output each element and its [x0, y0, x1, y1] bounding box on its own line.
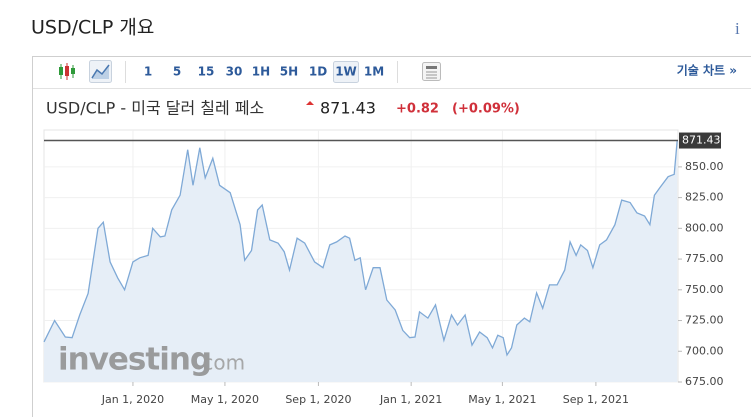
- technical-chart-link[interactable]: 기술 차트 »: [677, 63, 737, 78]
- y-tick-label: 825.00: [685, 191, 724, 204]
- y-tick-label: 850.00: [685, 160, 724, 173]
- y-tick-label: 750.00: [685, 283, 724, 296]
- interval-button[interactable]: 5H: [280, 65, 298, 79]
- price-arrow: [306, 101, 314, 105]
- last-price-tag: [679, 132, 721, 149]
- interval-selected-box: [333, 61, 359, 83]
- x-tick-label: Jan 1, 2021: [379, 393, 442, 406]
- price-line: [43, 140, 678, 357]
- interval-button[interactable]: 5: [173, 65, 181, 79]
- interval-button[interactable]: 1D: [309, 65, 327, 79]
- settings-icon[interactable]: [422, 62, 441, 81]
- y-tick-label: 800.00: [685, 221, 724, 234]
- candle-icon[interactable]: [59, 63, 75, 80]
- y-tick-label: 700.00: [685, 344, 724, 357]
- quote-price: 871.43: [320, 99, 376, 118]
- last-price-label: 871.43: [682, 134, 721, 147]
- plot: 675.00 700.00 725.00 750.00 775.00 800.00 825.…: [43, 129, 724, 406]
- page-title: USD/CLP 개요: [31, 17, 154, 39]
- interval-button[interactable]: 1W: [335, 65, 357, 79]
- x-tick-label: May 1, 2021: [468, 393, 536, 406]
- y-tick-label: 725.00: [685, 314, 724, 327]
- area-icon[interactable]: [89, 60, 112, 83]
- info-icon[interactable]: i: [735, 19, 740, 38]
- quote-name: USD/CLP - 미국 달러 칠레 페소: [46, 99, 264, 118]
- x-tick-label: May 1, 2020: [191, 393, 259, 406]
- x-tick-label: Sep 1, 2020: [285, 393, 351, 406]
- y-tick-label: 675.00: [685, 375, 724, 388]
- watermark-suffix: .com: [196, 351, 245, 375]
- interval-button[interactable]: 1M: [364, 65, 384, 79]
- x-tick-label: Jan 1, 2020: [101, 393, 164, 406]
- quote-change-pct: (+0.09%): [452, 102, 520, 117]
- y-tick-label: 775.00: [685, 252, 724, 265]
- interval-button[interactable]: 1H: [252, 65, 270, 79]
- x-tick-label: Sep 1, 2021: [563, 393, 629, 406]
- watermark-brand: investing: [58, 342, 211, 378]
- quote-change: +0.82: [396, 102, 439, 117]
- interval-button[interactable]: 15: [198, 65, 215, 79]
- interval-button[interactable]: 1: [144, 65, 152, 79]
- interval-button[interactable]: 30: [226, 65, 243, 79]
